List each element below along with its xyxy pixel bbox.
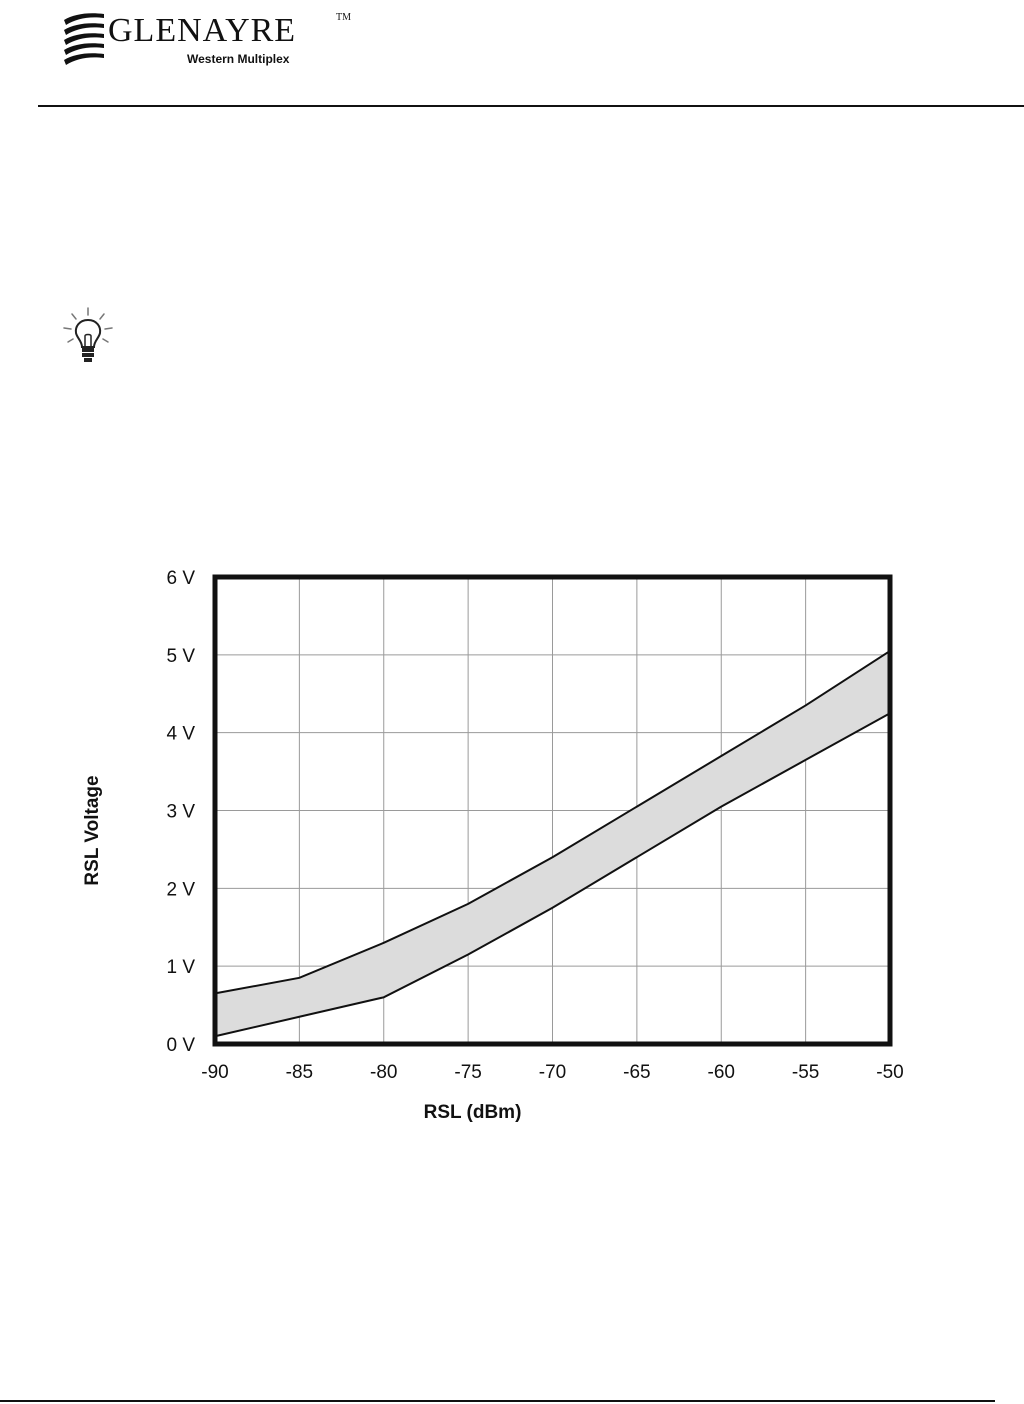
x-tick-label: -80	[370, 1062, 397, 1083]
footer-divider	[0, 1400, 995, 1402]
rsl-voltage-chart: -90 -85 -80 -75 -70 -65 -60 -55 -50 0 V 1 V 2 V 3 V…	[70, 560, 950, 1140]
x-tick-label: -75	[454, 1062, 481, 1083]
x-tick-label: -90	[201, 1062, 228, 1083]
y-tick-label: 3 V	[166, 802, 195, 823]
y-tick-label: 5 V	[166, 646, 195, 667]
header-divider	[38, 105, 1024, 107]
glenayre-swoosh-logo-icon	[64, 13, 104, 65]
chart-svg: -90 -85 -80 -75 -70 -65 -60 -55 -50 0 V 1 V 2 V 3 V…	[82, 568, 904, 1123]
brand-trademark: TM	[336, 12, 351, 23]
series-upper-line	[214, 650, 891, 995]
header-logo: GLENAYRE TM Western Multiplex	[60, 10, 360, 70]
voltage-band-area	[215, 650, 890, 1037]
y-tick-label: 1 V	[166, 957, 195, 978]
lightbulb-icon	[60, 306, 116, 366]
x-tick-label: -50	[876, 1062, 903, 1083]
series-lower-line	[214, 712, 891, 1038]
y-tick-label: 4 V	[166, 724, 195, 745]
x-tick-label: -60	[708, 1062, 735, 1083]
x-axis-title: RSL (dBm)	[424, 1102, 522, 1123]
y-tick-label: 6 V	[166, 568, 195, 589]
y-tick-labels: 0 V 1 V 2 V 3 V 4 V 5 V 6 V	[166, 568, 195, 1056]
y-tick-label: 0 V	[166, 1035, 195, 1056]
y-axis-title: RSL Voltage	[82, 775, 103, 885]
x-tick-labels: -90 -85 -80 -75 -70 -65 -60 -55 -50	[201, 1062, 903, 1083]
brand-name: GLENAYRE	[108, 12, 297, 49]
x-tick-label: -55	[792, 1062, 819, 1083]
brand-subtitle: Western Multiplex	[187, 52, 290, 66]
y-tick-label: 2 V	[166, 879, 195, 900]
x-tick-label: -85	[286, 1062, 313, 1083]
x-tick-label: -65	[623, 1062, 650, 1083]
plot-frame	[212, 574, 893, 1047]
x-tick-label: -70	[539, 1062, 566, 1083]
